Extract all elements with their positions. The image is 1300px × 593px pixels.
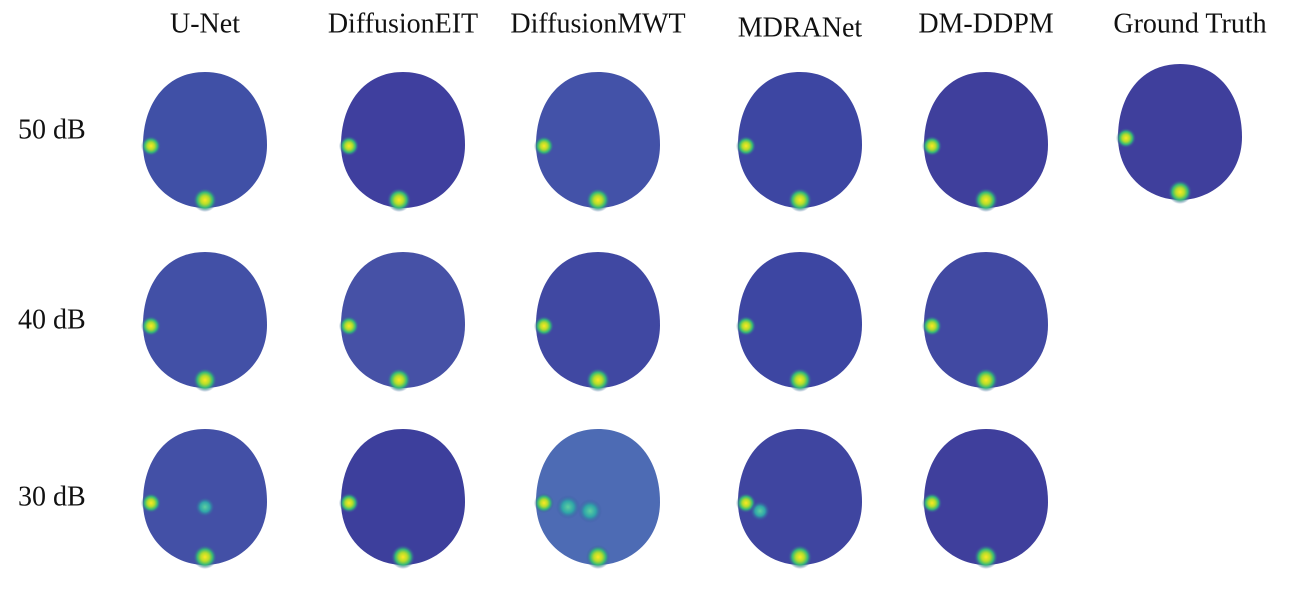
inclusion [534,493,554,513]
head-shape [924,252,1048,388]
column-header: DM-DDPM [918,8,1053,39]
head-shape [738,252,862,388]
reconstruction-image [1116,64,1242,204]
inclusion [974,368,998,392]
reconstruction-image [339,429,465,569]
reconstruction-image [534,72,660,212]
inclusion [922,493,942,513]
inclusion [193,368,217,392]
inclusion [736,136,756,156]
head-shape [341,72,465,208]
inclusion [534,136,554,156]
head-shape [536,252,660,388]
inclusion [922,316,942,336]
inclusion [193,188,217,212]
inclusion [339,493,359,513]
inclusion [141,493,161,513]
reconstruction-image [736,429,862,569]
head-shape [341,429,465,565]
head-shape [924,429,1048,565]
inclusion [141,136,161,156]
artifact [556,495,580,519]
head-shape [536,72,660,208]
column-header: DiffusionMWT [510,8,685,39]
reconstruction-image [339,72,465,212]
head-shape [738,72,862,208]
inclusion [736,316,756,336]
inclusion [193,545,217,569]
row-label: 30 dB [18,481,86,512]
head-shape [143,72,267,208]
inclusion [391,545,415,569]
head-shape [341,252,465,388]
inclusion [387,368,411,392]
column-header: Ground Truth [1113,8,1266,39]
reconstruction-image [339,252,465,392]
row-label: 40 dB [18,304,86,335]
artifact [750,501,770,521]
inclusion [788,545,812,569]
inclusion [586,188,610,212]
head-shape [536,429,660,565]
reconstruction-image [922,429,1048,569]
column-header: MDRANet [738,12,863,43]
reconstruction-image [736,252,862,392]
reconstruction-image [141,252,267,392]
inclusion [586,545,610,569]
inclusion [586,368,610,392]
reconstruction-image [141,72,267,212]
head-shape [738,429,862,565]
artifact [578,499,602,523]
inclusion [339,316,359,336]
inclusion [534,316,554,336]
artifact [195,497,215,517]
reconstruction-image [534,429,660,569]
inclusion [1116,128,1136,148]
head-shape [924,72,1048,208]
inclusion [141,316,161,336]
reconstruction-image [922,252,1048,392]
head-shape [143,252,267,388]
inclusion [788,188,812,212]
inclusion [387,188,411,212]
column-header: U-Net [170,8,240,39]
inclusion [974,188,998,212]
row-label: 50 dB [18,114,86,145]
head-shape [1118,64,1242,200]
reconstruction-image [534,252,660,392]
inclusion [339,136,359,156]
inclusion [1168,180,1192,204]
inclusion [974,545,998,569]
column-header: DiffusionEIT [328,8,478,39]
inclusion [788,368,812,392]
reconstruction-image [736,72,862,212]
inclusion [922,136,942,156]
reconstruction-image [922,72,1048,212]
reconstruction-image [141,429,267,569]
